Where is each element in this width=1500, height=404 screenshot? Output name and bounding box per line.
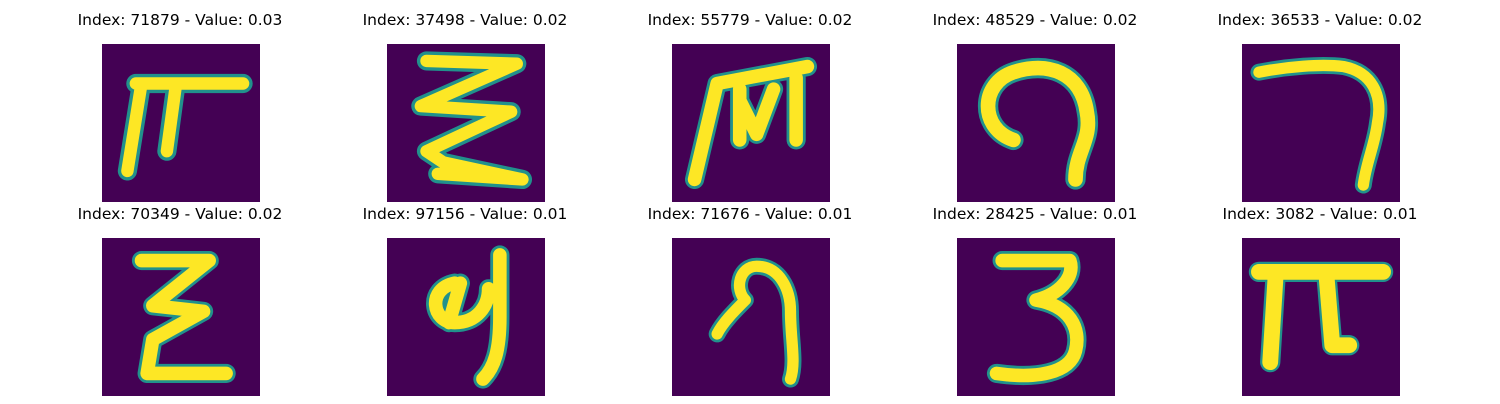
digit-image [957,238,1115,396]
panel-2: Index: 37498 - Value: 0.02 [315,10,615,210]
nine-like-glyph [426,245,510,389]
nine-glyph [708,257,802,388]
panel-1: Index: 71879 - Value: 0.03 [30,10,330,210]
digit-image [957,44,1115,202]
panel-title: Index: 48529 - Value: 0.02 [932,11,1138,29]
panel-title: Index: 71676 - Value: 0.01 [647,205,853,223]
three-glyph [986,250,1087,386]
panel-9: Index: 28425 - Value: 0.01 [885,204,1185,404]
digit-image [672,238,830,396]
digit-image [387,238,545,396]
m-like-glyph [684,56,818,190]
pi-glyph [1248,261,1394,373]
panel-title: Index: 70349 - Value: 0.02 [77,205,283,223]
panel-title: Index: 36533 - Value: 0.02 [1217,11,1423,29]
pi-like-glyph [117,73,253,181]
digit-image [102,238,260,396]
panel-5: Index: 36533 - Value: 0.02 [1170,10,1470,210]
digit-image [102,44,260,202]
panel-title: Index: 71879 - Value: 0.03 [77,11,283,29]
panel-title: Index: 97156 - Value: 0.01 [362,205,568,223]
panel-title: Index: 28425 - Value: 0.01 [932,205,1138,223]
panel-title: Index: 3082 - Value: 0.01 [1222,205,1418,223]
panel-3: Index: 55779 - Value: 0.02 [600,10,900,210]
panel-title: Index: 55779 - Value: 0.02 [647,11,853,29]
digit-image [387,44,545,202]
digit-image [1242,238,1400,396]
epsilon-like-glyph [131,250,236,384]
panel-7: Index: 97156 - Value: 0.01 [315,204,615,404]
panel-6: Index: 70349 - Value: 0.02 [30,204,330,404]
zigzag-glyph [411,51,533,190]
seven-like-glyph [1250,57,1388,194]
panel-4: Index: 48529 - Value: 0.02 [885,10,1185,210]
digit-image [672,44,830,202]
panel-8: Index: 71676 - Value: 0.01 [600,204,900,404]
hook-glyph [978,57,1099,190]
digit-image [1242,44,1400,202]
panel-title: Index: 37498 - Value: 0.02 [362,11,568,29]
panel-10: Index: 3082 - Value: 0.01 [1170,204,1470,404]
